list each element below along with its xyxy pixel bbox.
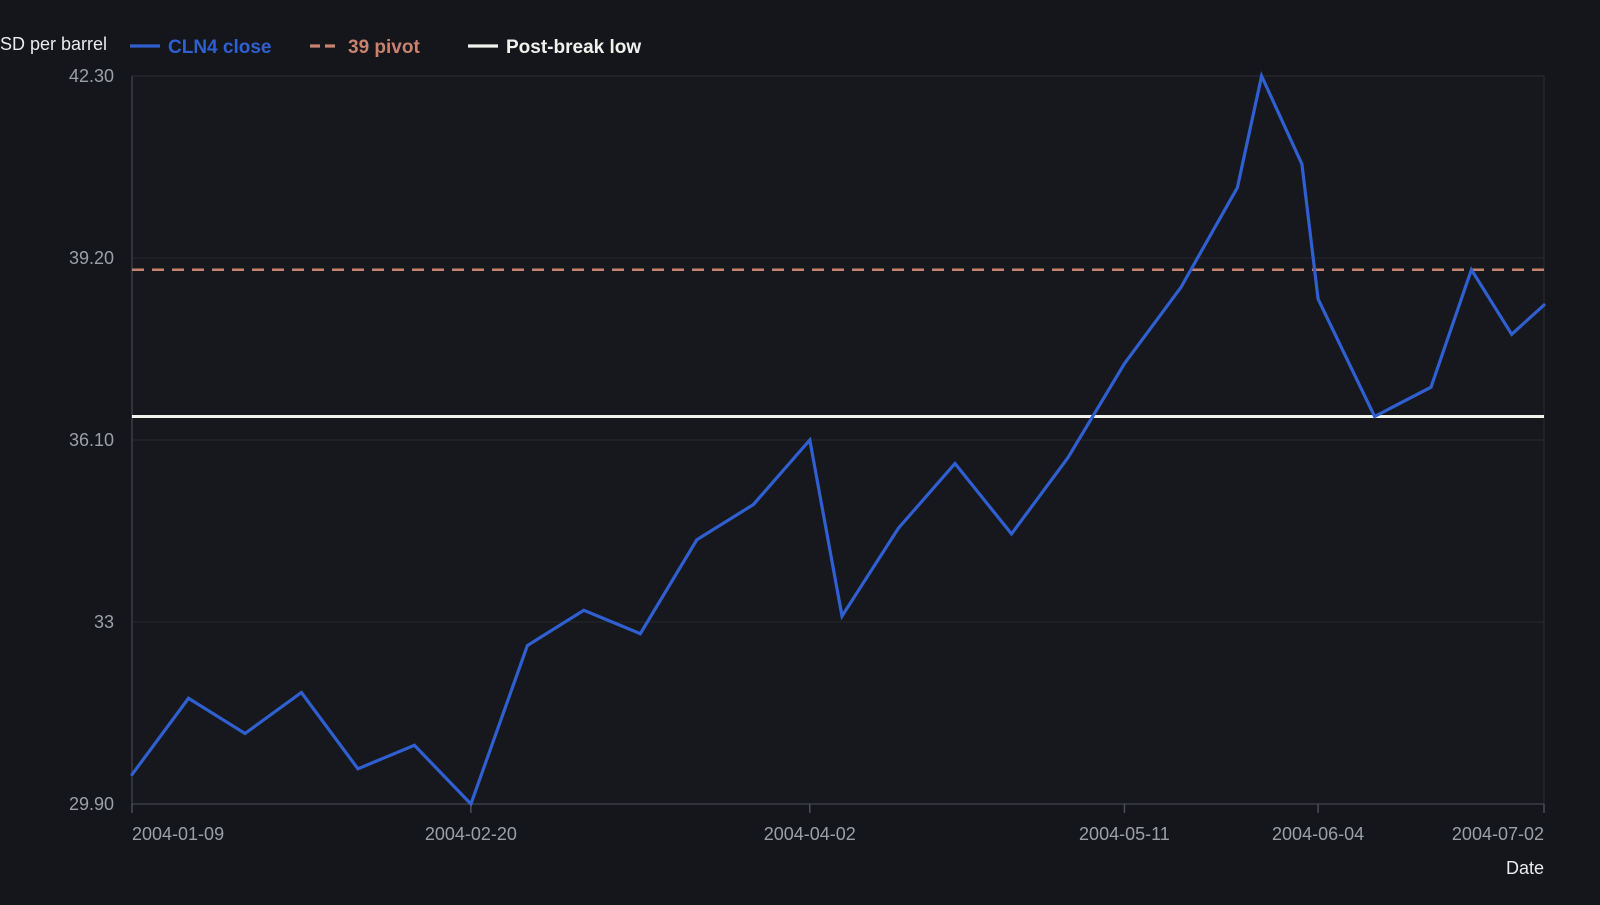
x-tick-label: 2004-05-11 (1079, 824, 1170, 844)
x-axis-title: Date (1506, 858, 1544, 878)
axes (131, 75, 1545, 805)
legend-label: CLN4 close (168, 37, 271, 58)
series-lines (130, 70, 1546, 807)
x-tick-label: 2004-06-04 (1272, 824, 1364, 844)
legend-item-cln4-close: CLN4 close (130, 37, 271, 58)
x-tick-label: 2004-04-02 (764, 824, 856, 844)
y-tick-label: 36.10 (69, 430, 114, 450)
legend-label: Post-break low (506, 37, 641, 58)
y-tick-label: 33 (94, 612, 114, 632)
legend-item-39-pivot: 39 pivot (310, 37, 420, 58)
series-line-cln4-close (130, 70, 1546, 807)
y-tick-label: 29.90 (69, 794, 114, 814)
x-tick-label: 2004-07-02 (1452, 824, 1544, 844)
y-tick-labels: 29.90 33 36.10 39.20 42.30 (69, 66, 114, 814)
x-tick-label: 2004-02-20 (425, 824, 517, 844)
y-tick-label: 39.20 (69, 248, 114, 268)
y-tick-label: 42.30 (69, 66, 114, 86)
y-axis-title: SD per barrel (0, 34, 107, 54)
reference-lines (132, 268, 1544, 419)
legend-item-post-break-low: Post-break low (468, 37, 641, 58)
x-tick-label: 2004-01-09 (132, 824, 224, 844)
legend: CLN4 close 39 pivot Post-break low (130, 37, 641, 58)
x-tick-labels: 2004-01-09 2004-02-20 2004-04-02 2004-05-11… (131, 804, 1545, 844)
legend-label: 39 pivot (348, 37, 420, 58)
